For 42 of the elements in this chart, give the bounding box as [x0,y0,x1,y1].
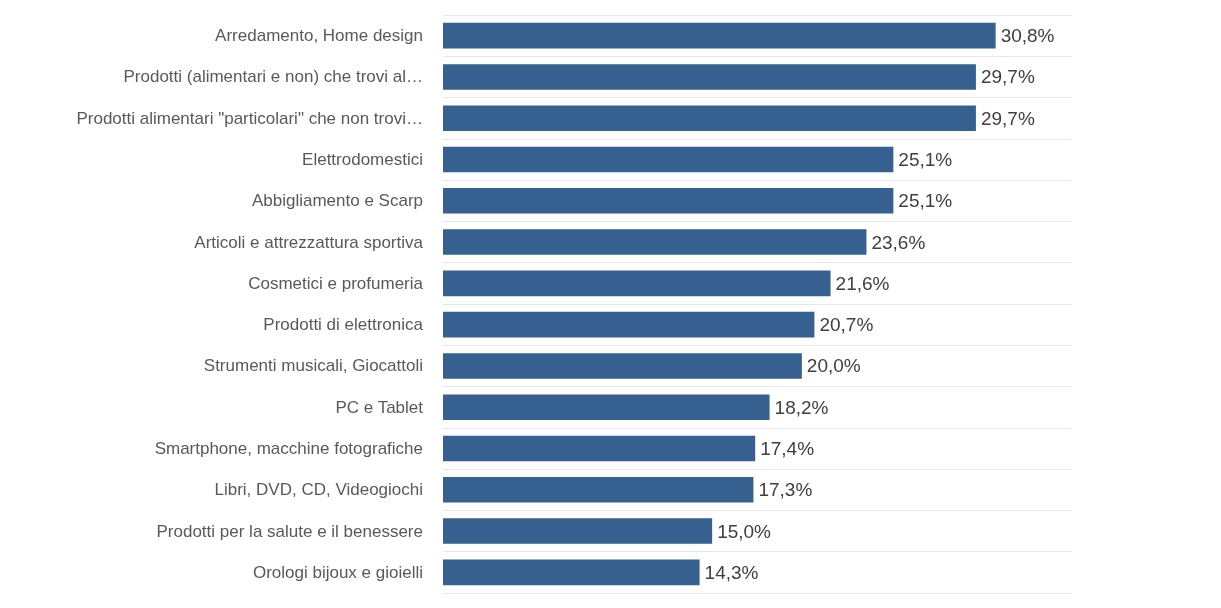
data-label: 14,3% [704,561,759,583]
bar [443,187,894,214]
bar [443,64,976,90]
bar [443,311,815,338]
bar [443,394,770,421]
data-label: 15,0% [717,520,772,542]
data-label: 25,1% [898,149,953,170]
data-label: 17,3% [758,479,813,501]
data-label: 17,4% [760,438,815,459]
data-label: 21,6% [835,272,890,294]
bar [443,518,713,544]
y-tick-label: Cosmetici e profumeria [248,273,424,293]
y-tick-label: Libri, DVD, CD, Videogiochi [214,480,423,500]
data-label: 30,8% [1000,25,1055,47]
bar [443,270,831,297]
y-tick-label: Elettrodomestici [302,150,423,169]
bar [443,559,700,586]
bar [443,105,976,132]
data-label: 20,0% [806,355,861,377]
data-label: 29,7% [980,66,1035,88]
data-label: 23,6% [871,231,926,253]
bar [443,476,754,503]
y-tick-label: Prodotti alimentari "particolari" che non trovi… [76,108,423,128]
bar [443,435,756,462]
data-label: 25,1% [898,190,953,212]
data-label: 18,2% [774,396,829,418]
y-tick-label: PC e Tablet [335,397,424,417]
y-tick-label: Prodotti di elettronica [263,315,424,335]
y-tick-label: Orologi bijoux e gioielli [252,562,423,582]
y-tick-label: Abbigliamento e Scarp [251,191,423,211]
y-tick-label: Arredamento, Home design [215,26,423,46]
data-label: 29,7% [980,107,1035,129]
y-tick-label: Prodotti (alimentari e non) che trovi al… [123,67,423,87]
y-tick-label: Smartphone, macchine fotografiche [154,439,423,458]
bar [443,146,894,173]
y-tick-label: Prodotti per la salute e il benessere [156,521,423,541]
y-tick-label: Articoli e attrezzattura sportiva [194,232,424,252]
data-label: 20,7% [819,314,874,336]
y-tick-label: Strumenti musicali, Giocattoli [203,356,423,376]
bar [443,229,867,255]
bar [443,22,996,49]
bar [443,353,802,379]
